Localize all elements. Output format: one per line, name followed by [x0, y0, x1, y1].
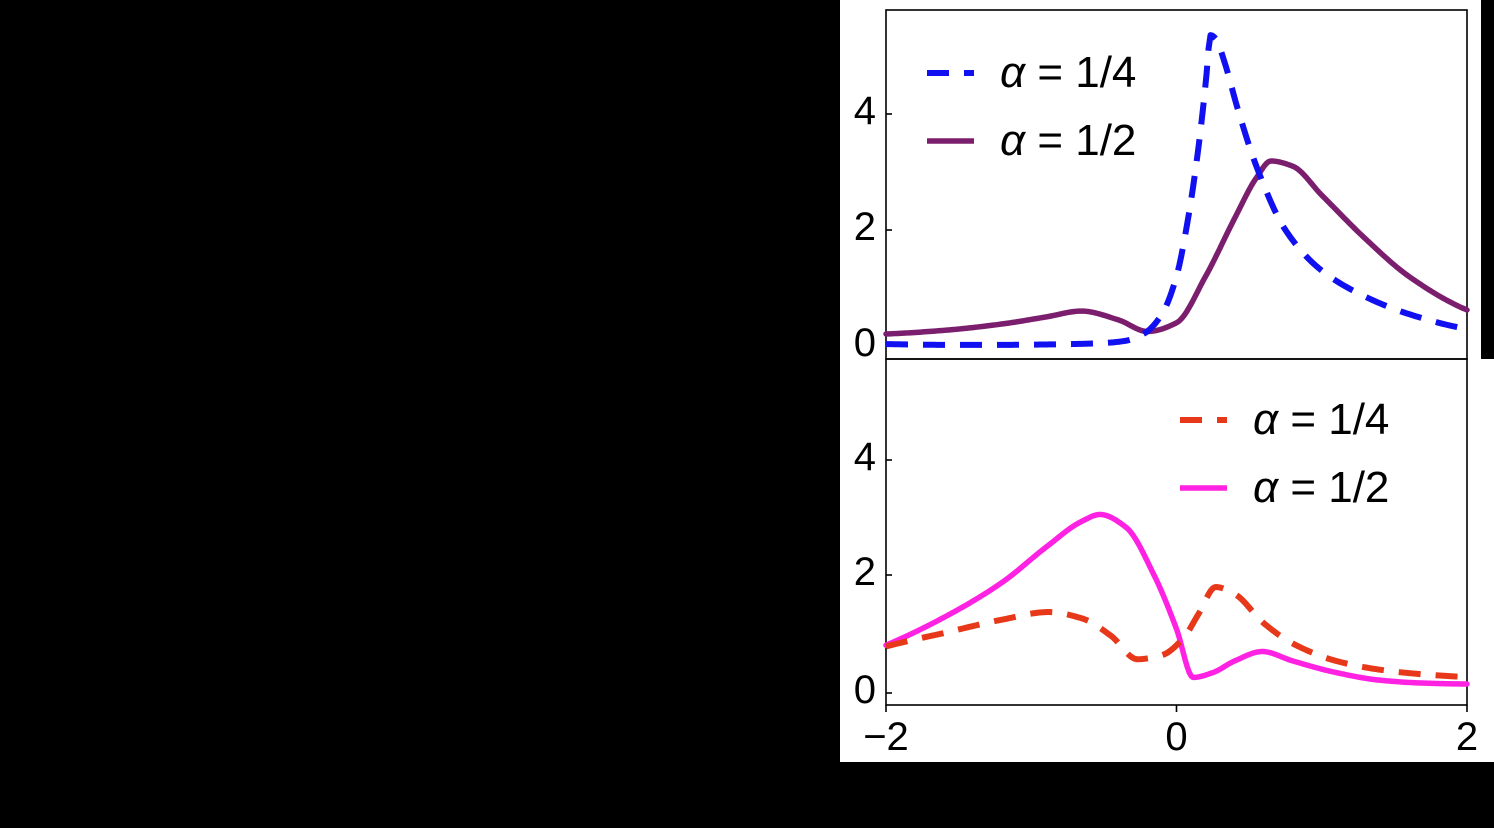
- svg-text:4: 4: [854, 89, 876, 133]
- svg-text:α = 1/2: α = 1/2: [1000, 116, 1136, 165]
- svg-text:0: 0: [1165, 715, 1187, 759]
- svg-text:2: 2: [854, 205, 876, 249]
- svg-text:α = 1/4: α = 1/4: [1000, 48, 1136, 97]
- svg-text:4: 4: [854, 435, 876, 479]
- svg-text:−2: −2: [863, 715, 909, 759]
- svg-text:2: 2: [854, 550, 876, 594]
- svg-text:0: 0: [854, 321, 876, 365]
- svg-text:α = 1/2: α = 1/2: [1253, 463, 1389, 512]
- svg-text:α = 1/4: α = 1/4: [1253, 395, 1389, 444]
- svg-text:2: 2: [1456, 715, 1478, 759]
- svg-text:0: 0: [854, 668, 876, 712]
